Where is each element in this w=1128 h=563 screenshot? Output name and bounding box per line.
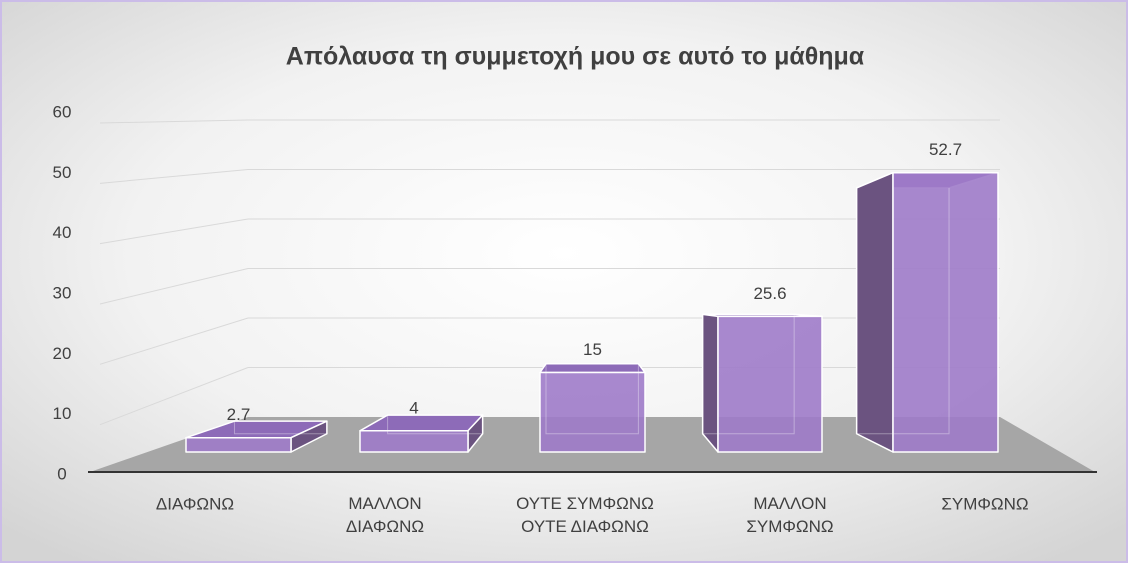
bar-top xyxy=(539,363,646,374)
grid-line xyxy=(99,268,249,305)
y-tick-label: 20 xyxy=(53,344,72,363)
bar-edge xyxy=(233,421,328,435)
x-tick-label: ΣΥΜΦΩΝΩ xyxy=(941,494,1028,513)
grid-line xyxy=(99,169,249,184)
data-label: 52.7 xyxy=(929,140,962,159)
bar xyxy=(185,420,328,453)
bar-front xyxy=(185,436,292,453)
x-tick-label: ΔΙΑΦΩΝΩ xyxy=(156,494,234,513)
bar-front xyxy=(717,315,823,453)
y-tick-label: 30 xyxy=(53,283,72,302)
bar-side xyxy=(701,313,719,453)
data-label: 15 xyxy=(583,340,602,359)
x-tick-label: ΜΑΛΛΟΝ ΔΙΑΦΩΝΩ xyxy=(346,494,424,536)
bar-edge xyxy=(702,314,795,435)
grid-line xyxy=(99,218,249,245)
x-tick-label: ΜΑΛΛΟΝ ΣΥΜΦΩΝΩ xyxy=(746,494,833,536)
bar xyxy=(701,313,823,453)
y-tick-label: 10 xyxy=(53,404,72,423)
grid-line xyxy=(99,119,249,124)
bar-front xyxy=(359,430,469,453)
y-tick-label: 0 xyxy=(57,464,66,483)
y-tick-label: 60 xyxy=(53,102,72,121)
bar xyxy=(539,363,646,453)
bar-front xyxy=(539,371,646,453)
grid-line xyxy=(99,317,249,365)
bar-front xyxy=(892,171,999,453)
y-tick-label: 40 xyxy=(53,223,72,242)
bar xyxy=(855,171,999,453)
x-tick-label: ΟΥΤΕ ΣΥΜΦΩΝΩ ΟΥΤΕ ΔΙΑΦΩΝΩ xyxy=(516,494,654,536)
bar-edge xyxy=(545,363,639,435)
grid-line xyxy=(99,367,249,426)
data-label: 25.6 xyxy=(753,284,786,303)
bar-edge xyxy=(387,415,484,435)
data-label: 2.7 xyxy=(227,405,251,424)
data-label: 4 xyxy=(409,398,418,417)
bar-side xyxy=(855,171,894,453)
bar-edge xyxy=(856,187,950,435)
bar xyxy=(359,414,484,453)
y-tick-label: 50 xyxy=(53,163,72,182)
chart-title: Απόλαυσα τη συμμετοχή μου σε αυτό το μάθ… xyxy=(286,43,865,71)
